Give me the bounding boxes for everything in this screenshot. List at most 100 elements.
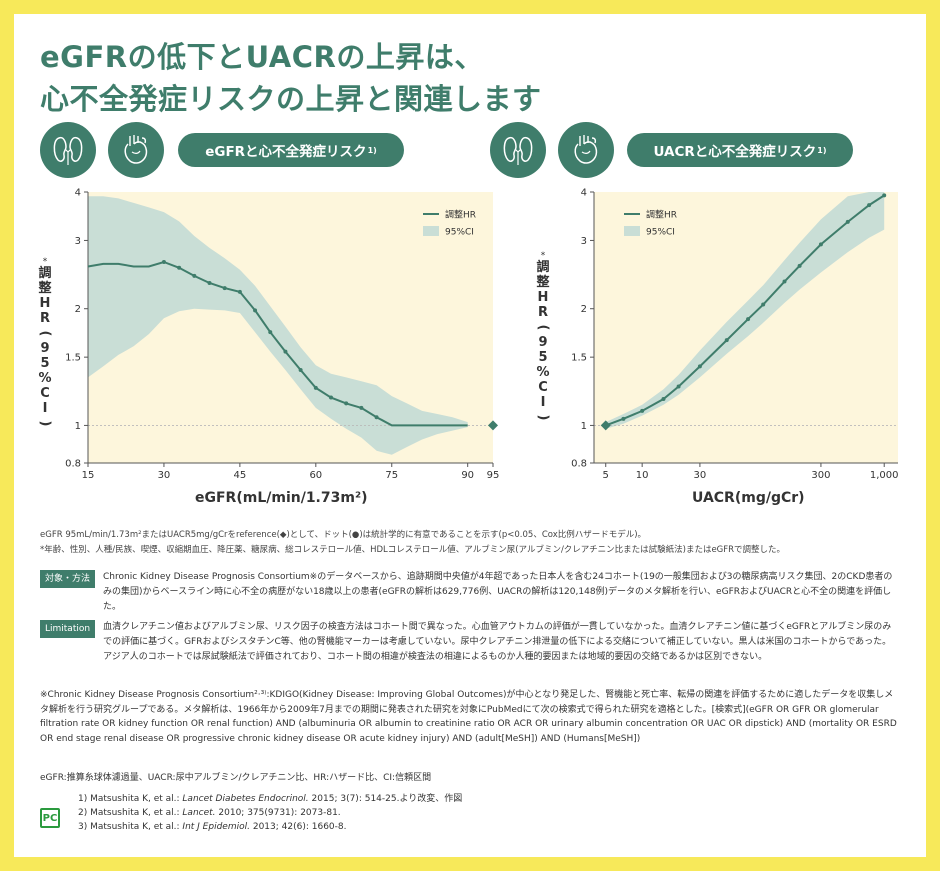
y-axis-label-char: 9 [538, 335, 548, 350]
egfr-chart: 0.8 1 1.5 2 3 4 15 30 45 60 75 90 95 調整HR 95%CI [65, 188, 500, 482]
y-axis-label-char: H [537, 290, 549, 305]
references: 1) Matsushita K, et al.: Lancet Diabetes… [78, 792, 462, 834]
egfr-data-point [207, 280, 212, 285]
y-axis-label-char: R [39, 311, 50, 326]
y-axis-label-char: C [538, 380, 548, 395]
reference-item: 3) Matsushita K, et al.: Int J Epidemiol… [78, 820, 462, 834]
y-axis-label-char: 5 [538, 350, 548, 365]
egfr-legend-band-swatch [423, 226, 439, 236]
uacr-data-point [818, 242, 823, 247]
y-axis-label-char: 9 [40, 341, 50, 356]
y-axis-label-char: % [38, 371, 52, 386]
uacr-legend-band-label: 95%CI [646, 228, 675, 238]
egfr-y-tick-label: 2 [75, 304, 81, 315]
y-axis-label-char: 5 [40, 356, 50, 371]
egfr-x-tick-label: 30 [158, 470, 171, 481]
title-line-1: eGFRの低下とUACRの上昇は、 [40, 40, 484, 74]
pill-uacr-ref: 1) [817, 145, 827, 155]
egfr-x-tick-label: 15 [82, 470, 95, 481]
consortium-note: ※Chronic Kidney Disease Prognosis Consor… [40, 690, 897, 744]
uacr-y-tick-label: 2 [581, 304, 587, 315]
y-axis-label-char: * [540, 251, 546, 261]
egfr-legend-line-label: 調整HR [445, 209, 476, 221]
y-axis-label-char: ( [535, 324, 551, 331]
pill-uacr-title: UACRと心不全発症リスク 1) [627, 133, 853, 167]
egfr-data-point [177, 265, 182, 270]
footnote-reference: eGFR 95mL/min/1.73m²またはUACR5mg/gCrをrefer… [40, 530, 647, 540]
uacr-reference-diamond [600, 420, 611, 431]
abbreviations: eGFR:推算糸球体濾過量、UACR:尿中アルブミン/クレアチニン比、HR:ハザ… [40, 773, 432, 783]
uacr-legend-line-label: 調整HR [646, 209, 677, 221]
uacr-data-point [661, 396, 666, 401]
uacr-x-tick-label: 10 [636, 470, 649, 481]
uacr-y-tick-label: 0.8 [571, 459, 587, 470]
pill-uacr-label: UACRと心不全発症リスク [653, 144, 817, 160]
egfr-data-point [313, 385, 318, 390]
page-title: eGFRの低下とUACRの上昇は、 心不全発症リスクの上昇と関連します [40, 36, 542, 120]
uacr-data-point [797, 263, 802, 268]
egfr-y-tick-label: 1.5 [65, 353, 81, 364]
kidney-icon [40, 122, 96, 178]
uacr-chart: 0.8 1 1.5 2 3 4 5 10 30 300 1,000 調整HR 95%CI [571, 188, 899, 482]
egfr-ci-band [88, 196, 468, 455]
egfr-data-point [237, 289, 242, 294]
methods-text: Chronic Kidney Disease Prognosis Consort… [103, 572, 893, 612]
egfr-data-point [329, 395, 333, 400]
egfr-reference-diamond [488, 420, 498, 431]
egfr-y-tick-label: 1 [75, 421, 81, 432]
reference-detail: 2010; 375(9731): 2073-81. [215, 808, 341, 818]
uacr-x-axis-label: UACR(mg/gCr) [692, 490, 805, 506]
egfr-data-point [161, 259, 166, 264]
y-axis-label-char: ) [535, 414, 551, 421]
uacr-data-point [724, 338, 729, 343]
reference-authors: 1) Matsushita K, et al.: [78, 794, 183, 804]
uacr-data-point [621, 416, 626, 421]
y-axis-label-char: % [536, 365, 550, 380]
y-axis-label-char: 調 [536, 260, 550, 275]
uacr-y-tick-label: 4 [581, 188, 587, 199]
egfr-data-point [374, 415, 379, 420]
footnote-adjustment: *年齢、性別、人種/民族、喫煙、収縮期血圧、降圧薬、糖尿病、総コレステロール値、… [40, 545, 786, 555]
egfr-x-tick-label: 45 [234, 470, 247, 481]
uacr-x-tick-label: 30 [694, 470, 707, 481]
egfr-hr-line [87, 260, 468, 427]
limitation-text: 血清クレアチニン値およびアルブミン尿、リスク因子の検査方法はコホート間で異なった… [103, 622, 892, 662]
egfr-data-point [283, 349, 288, 354]
y-axis-label-char: 整 [38, 281, 52, 296]
egfr-x-tick-label: 90 [461, 470, 474, 481]
uacr-data-point [640, 408, 645, 413]
egfr-y-axis-label: * 調整 H R (9 5% C I) [36, 258, 54, 431]
egfr-legend-band-label: 95%CI [445, 228, 474, 238]
uacr-y-tick-label: 1 [581, 421, 587, 432]
y-axis-label-char: 整 [536, 275, 550, 290]
limitation-tag: Limitation [40, 620, 96, 638]
reference-item: 1) Matsushita K, et al.: Lancet Diabetes… [78, 792, 462, 806]
title-line-2: 心不全発症リスクの上昇と関連します [40, 82, 542, 116]
methods-row: 対象・方法 Chronic Kidney Disease Prognosis C… [40, 570, 900, 615]
egfr-data-point [192, 273, 197, 278]
reference-authors: 3) Matsushita K, et al.: [78, 822, 183, 832]
uacr-data-point [676, 384, 681, 389]
uacr-x-tick-label: 1,000 [870, 470, 899, 481]
egfr-y-tick-label: 4 [75, 188, 81, 199]
pill-egfr-ref: 1) [367, 145, 377, 155]
pill-egfr-label: eGFRと心不全発症リスク [205, 144, 367, 160]
egfr-data-point [298, 367, 303, 372]
egfr-y-tick-label: 0.8 [65, 459, 81, 470]
uacr-x-tick-label: 5 [603, 470, 609, 481]
uacr-data-point [697, 364, 702, 369]
reference-detail: 2013; 42(6): 1660-8. [249, 822, 347, 832]
uacr-y-axis-label: * 調整 H R (9 5% C I) [534, 252, 552, 425]
y-axis-label-char: R [537, 305, 548, 320]
y-axis-label-char: C [40, 386, 50, 401]
reference-detail: 2015; 3(7): 514-25.より改変、作図 [308, 794, 463, 804]
egfr-x-tick-label: 95 [487, 470, 500, 481]
uacr-data-point [882, 193, 887, 198]
pc-logo: PC [40, 808, 60, 828]
egfr-data-point [222, 286, 227, 291]
uacr-x-tick-label: 300 [811, 470, 830, 481]
limitation-row: Limitation 血清クレアチニン値およびアルブミン尿、リスク因子の検査方法… [40, 620, 900, 665]
reference-authors: 2) Matsushita K, et al.: [78, 808, 183, 818]
kidney-icon [490, 122, 546, 178]
y-axis-label-char: I [42, 401, 48, 416]
